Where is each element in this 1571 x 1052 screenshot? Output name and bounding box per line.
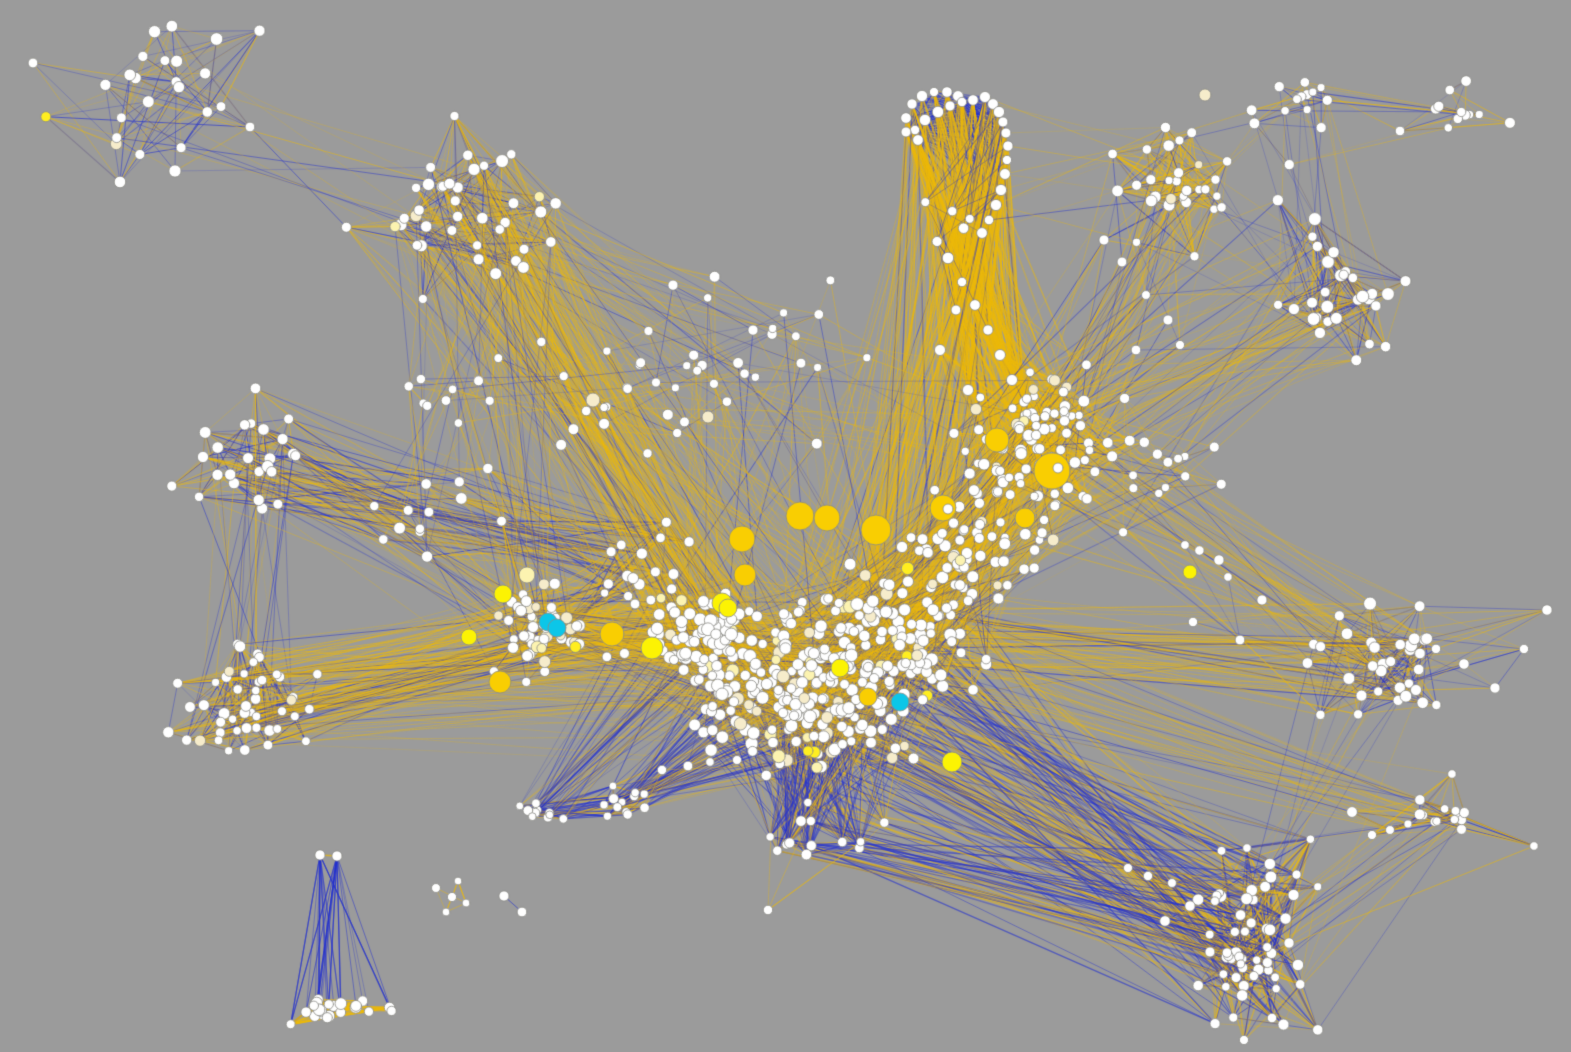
network-graph-canvas[interactable]	[0, 0, 1571, 1052]
graph-viewport[interactable]	[0, 0, 1571, 1052]
